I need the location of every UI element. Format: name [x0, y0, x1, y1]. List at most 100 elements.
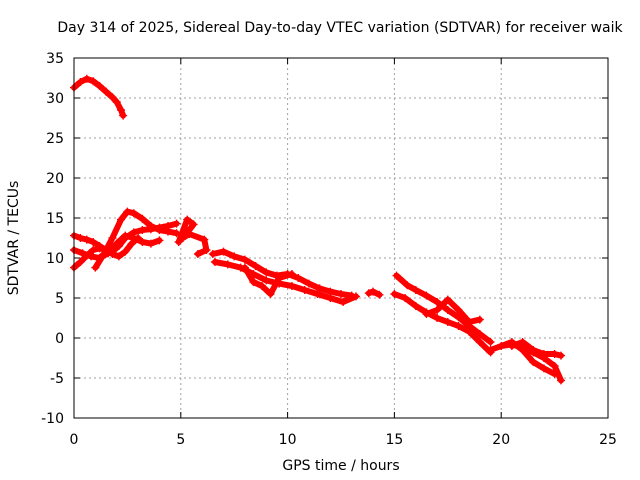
- data-point: [557, 351, 566, 360]
- data-point: [401, 294, 410, 302]
- data-point: [76, 234, 85, 242]
- grid-layer: [74, 58, 608, 418]
- data-point: [223, 260, 232, 269]
- data-point: [550, 350, 559, 358]
- data-point: [486, 338, 495, 346]
- data-point: [287, 282, 296, 290]
- data-point: [202, 246, 211, 254]
- data-point: [178, 234, 187, 242]
- data-point: [266, 290, 275, 298]
- x-tick-label: 10: [279, 432, 297, 448]
- data-point: [326, 294, 335, 302]
- data-point: [108, 93, 117, 102]
- data-point: [351, 292, 360, 301]
- data-point: [443, 295, 452, 304]
- x-tick-label: 15: [385, 432, 403, 448]
- series-trace: [391, 291, 494, 356]
- data-point: [454, 306, 463, 314]
- series-track-end-c: [497, 338, 559, 378]
- data-point: [249, 278, 258, 286]
- data-point: [112, 239, 121, 248]
- data-point: [294, 274, 303, 282]
- chart-title: Day 314 of 2025, Sidereal Day-to-day VTE…: [57, 20, 623, 36]
- y-tick-label: 20: [46, 171, 64, 187]
- data-point: [78, 249, 87, 258]
- data-point: [114, 252, 123, 261]
- data-point: [116, 106, 125, 114]
- y-tick-label: 30: [46, 91, 64, 107]
- series-track-late-c: [422, 295, 484, 326]
- data-point: [82, 74, 91, 83]
- x-tick-label: 25: [599, 432, 617, 448]
- data-point: [475, 330, 484, 338]
- y-tick-label: 35: [46, 51, 64, 67]
- data-point: [146, 239, 155, 248]
- data-point: [185, 230, 194, 238]
- data-point: [390, 290, 399, 298]
- data-point: [315, 284, 324, 293]
- data-point: [422, 310, 431, 318]
- data-point: [121, 231, 130, 240]
- tick-layer: -10 -5 0 5 10 15 20 25 30 35 0 5 10 15 20 25: [41, 51, 617, 448]
- series-track-short-c: [364, 287, 384, 299]
- data-point: [95, 82, 104, 90]
- data-point: [129, 234, 138, 242]
- data-point: [146, 225, 155, 234]
- data-point: [89, 238, 98, 246]
- data-point: [76, 258, 85, 266]
- data-point: [121, 247, 130, 256]
- data-point: [304, 279, 313, 288]
- data-point: [475, 315, 484, 324]
- series-track-high-early: [70, 74, 128, 120]
- data-point: [208, 250, 217, 258]
- data-point: [465, 318, 474, 326]
- data-point: [411, 286, 420, 294]
- x-tick-label: 20: [492, 432, 510, 448]
- data-point: [183, 215, 192, 224]
- data-point: [82, 235, 91, 244]
- data-point: [108, 234, 117, 242]
- data-point: [240, 263, 249, 272]
- data-point: [189, 220, 198, 229]
- data-point: [392, 271, 401, 280]
- data-point: [411, 302, 420, 310]
- data-point: [163, 222, 172, 230]
- x-tick-label: 5: [176, 432, 185, 448]
- y-tick-label: 15: [46, 211, 64, 227]
- data-point: [300, 286, 309, 294]
- data-point: [403, 281, 412, 290]
- data-point: [313, 290, 322, 298]
- data-point: [119, 111, 128, 120]
- y-tick-label: 10: [46, 251, 64, 267]
- data-point: [465, 327, 474, 336]
- data-point: [422, 291, 431, 300]
- data-point: [557, 376, 566, 385]
- data-point: [155, 223, 164, 232]
- y-tick-label: 5: [55, 291, 64, 307]
- data-point: [550, 362, 559, 370]
- data-point: [138, 226, 147, 234]
- x-axis-label: GPS time / hours: [282, 458, 399, 474]
- data-point: [518, 338, 527, 346]
- series-trace: [71, 75, 127, 119]
- data-point: [200, 235, 209, 244]
- data-point: [112, 98, 121, 106]
- y-tick-label: -10: [41, 411, 64, 427]
- data-point: [475, 338, 484, 346]
- series-layer: [70, 74, 566, 385]
- data-point: [210, 258, 219, 266]
- data-point: [443, 318, 452, 326]
- y-axis-label: SDTVAR / TECUs: [6, 181, 22, 296]
- data-point: [529, 358, 538, 366]
- data-point: [251, 262, 260, 270]
- data-point: [129, 209, 138, 218]
- data-point: [240, 255, 249, 264]
- data-point: [529, 346, 538, 354]
- data-point: [91, 263, 100, 272]
- data-point: [262, 268, 271, 277]
- data-point: [486, 346, 495, 354]
- data-point: [369, 287, 378, 296]
- series-track-isolated-a: [174, 215, 211, 258]
- data-point: [287, 270, 296, 278]
